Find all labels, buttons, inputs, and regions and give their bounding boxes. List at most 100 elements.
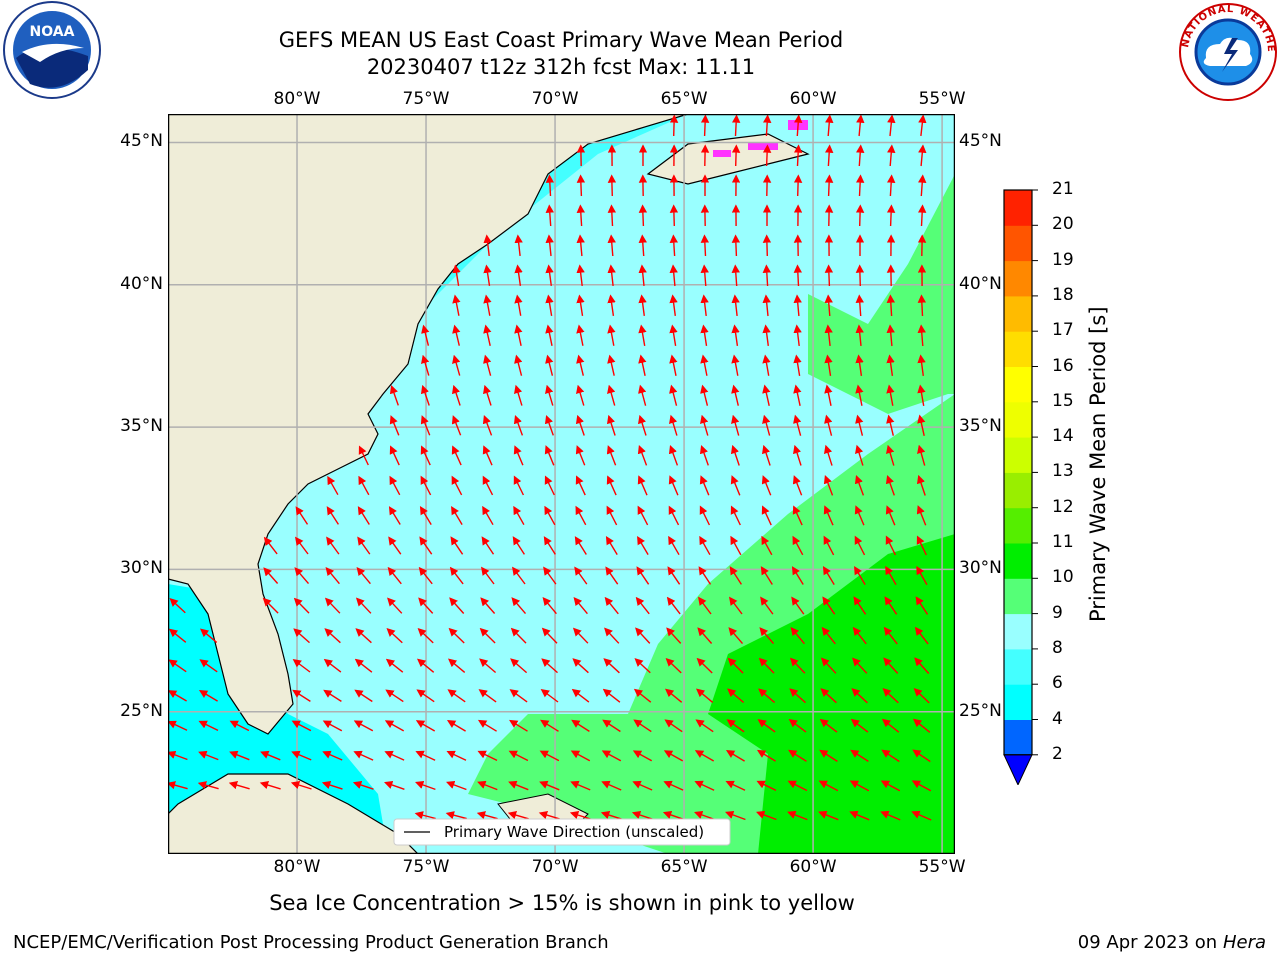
colorbar-tick-label: 19 bbox=[1052, 249, 1074, 270]
colorbar-tick-label: 2 bbox=[1052, 743, 1063, 764]
wave-arrow bbox=[480, 566, 495, 585]
wave-arrow bbox=[669, 324, 678, 347]
wave-arrow bbox=[321, 780, 343, 790]
wave-arrow bbox=[885, 475, 895, 496]
wave-arrow bbox=[385, 689, 404, 703]
wave-arrow bbox=[789, 657, 806, 674]
wave-arrow bbox=[631, 810, 653, 820]
wave-arrow bbox=[602, 719, 621, 733]
wave-arrow bbox=[917, 444, 926, 466]
wave-arrow bbox=[539, 780, 560, 791]
wave-arrow bbox=[507, 811, 529, 820]
wave-arrow bbox=[730, 475, 741, 496]
wave-arrow bbox=[881, 749, 900, 763]
wave-arrow bbox=[728, 627, 744, 645]
colorbar-segment bbox=[1004, 578, 1032, 615]
wave-arrow bbox=[357, 506, 370, 525]
wave-arrow bbox=[168, 781, 188, 790]
wave-arrow bbox=[700, 414, 709, 436]
wave-arrow bbox=[452, 264, 461, 287]
wave-arrow bbox=[446, 780, 467, 791]
wave-arrow bbox=[483, 354, 492, 376]
wave-arrow bbox=[916, 565, 928, 586]
wave-arrow bbox=[414, 811, 436, 820]
wave-arrow bbox=[887, 144, 896, 167]
wave-arrow bbox=[697, 596, 712, 615]
wave-arrow bbox=[387, 566, 402, 585]
wave-arrow bbox=[570, 780, 591, 791]
wave-arrow bbox=[508, 750, 529, 762]
wave-arrow bbox=[293, 597, 310, 614]
wave-arrow bbox=[575, 414, 585, 436]
wave-arrow bbox=[855, 354, 864, 376]
wave-arrow bbox=[855, 414, 864, 436]
wave-arrow bbox=[886, 414, 895, 436]
wave-arrow bbox=[637, 505, 649, 526]
tick-label: 75°W bbox=[402, 857, 450, 877]
wave-arrow bbox=[849, 810, 870, 821]
wave-arrow bbox=[762, 144, 772, 167]
wave-arrow bbox=[760, 596, 774, 615]
wave-arrow bbox=[352, 780, 374, 790]
wave-arrow bbox=[545, 294, 554, 317]
wave-arrow bbox=[696, 688, 714, 703]
wave-arrow bbox=[607, 204, 617, 227]
land-north-america bbox=[168, 114, 689, 735]
colorbar-tick-label: 9 bbox=[1052, 602, 1063, 623]
wave-arrow bbox=[513, 475, 525, 496]
wave-arrow bbox=[228, 781, 250, 790]
wave-arrow bbox=[793, 324, 802, 346]
wave-arrow bbox=[387, 597, 403, 614]
wave-arrow bbox=[912, 749, 931, 763]
wave-arrow bbox=[571, 719, 590, 732]
wave-arrow bbox=[574, 566, 588, 585]
wave-arrow bbox=[638, 264, 647, 286]
wave-arrow bbox=[664, 719, 683, 733]
wave-arrow bbox=[730, 535, 742, 556]
legend-label: Primary Wave Direction (unscaled) bbox=[444, 823, 704, 841]
wave-arrow bbox=[917, 324, 926, 347]
wave-arrow bbox=[820, 657, 837, 674]
wave-arrow bbox=[294, 567, 310, 585]
wave-arrow bbox=[571, 688, 590, 703]
wave-arrow bbox=[389, 385, 399, 406]
wave-arrow bbox=[669, 204, 679, 227]
wave-arrow bbox=[576, 264, 585, 286]
wave-arrow bbox=[669, 414, 678, 436]
wave-arrow bbox=[292, 658, 311, 673]
wave-arrow bbox=[451, 505, 463, 525]
wave-arrow bbox=[200, 628, 218, 643]
wave-arrow bbox=[357, 536, 371, 555]
wave-arrow bbox=[824, 384, 833, 406]
colorbar-tick-label: 14 bbox=[1052, 426, 1074, 447]
wave-arrow bbox=[917, 414, 926, 436]
wave-arrow bbox=[416, 689, 435, 703]
wave-arrow bbox=[881, 718, 900, 733]
wave-arrow bbox=[694, 780, 715, 791]
wave-arrow bbox=[669, 354, 678, 376]
noaa-logo-text: NOAA bbox=[30, 24, 75, 40]
wave-arrow bbox=[512, 536, 525, 555]
wave-arrow bbox=[540, 719, 559, 732]
wave-arrow bbox=[384, 780, 405, 790]
wave-arrow bbox=[576, 384, 585, 406]
wave-arrow bbox=[793, 174, 803, 197]
wave-arrow bbox=[911, 810, 932, 821]
wave-arrow bbox=[545, 264, 554, 286]
wave-arrow bbox=[793, 384, 802, 406]
wave-arrow bbox=[818, 780, 839, 792]
colorbar bbox=[1003, 189, 1038, 785]
wave-arrow bbox=[669, 234, 678, 257]
wave-arrow bbox=[759, 627, 775, 645]
period-10-11-zone bbox=[708, 534, 955, 854]
tick-label: 45°N bbox=[959, 131, 1002, 152]
wave-arrow bbox=[728, 596, 743, 615]
wave-arrow bbox=[384, 720, 405, 732]
wave-arrow bbox=[666, 627, 682, 644]
wave-arrow bbox=[880, 810, 901, 821]
wave-arrow bbox=[664, 688, 683, 703]
wave-arrow bbox=[606, 475, 617, 496]
wave-arrow bbox=[725, 810, 746, 821]
wave-arrow bbox=[570, 750, 591, 762]
wave-arrow bbox=[509, 719, 528, 732]
